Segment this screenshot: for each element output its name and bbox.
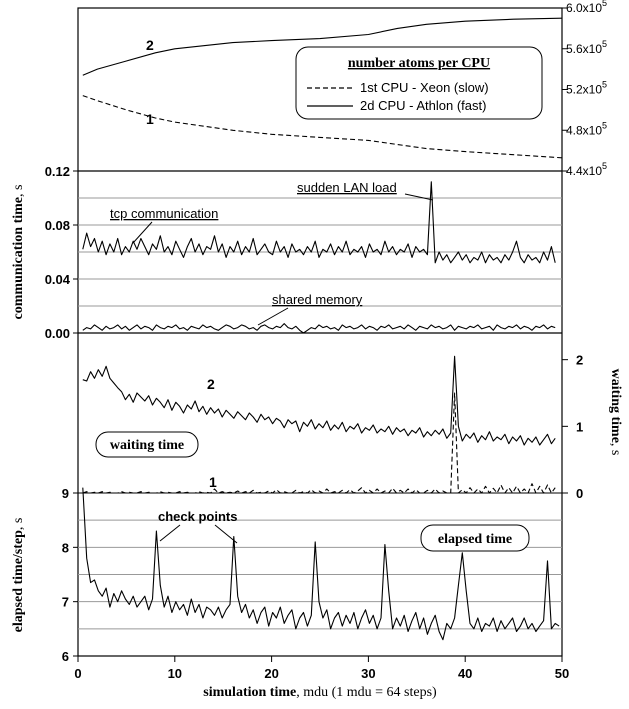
check-points-leader-2 [214,524,238,544]
annotation-tcp-leader [132,221,153,244]
atoms-ytick-label: 4.8x105 [566,120,607,137]
elapsed-ylabel-main: elapsed time/step [11,530,26,632]
gridlines [78,197,562,630]
xtick-label: 40 [458,666,472,681]
annotation-check-points: check points [158,509,237,524]
waiting-ytick-label: 2 [576,353,583,368]
waiting-series-label-2: 2 [207,376,215,392]
xtick-label: 20 [264,666,278,681]
atoms-ytick-base: 4.8x10 [566,123,602,137]
ticks-layer: 4.4x1054.8x1055.2x1055.6x1056.0x1050.000… [45,0,607,681]
waiting-series-label-1: 1 [209,474,217,490]
atoms-ytick-label: 5.2x105 [566,80,607,97]
waiting-ytick-label: 1 [576,419,583,434]
communication-ylabel: communication time, s [11,185,26,320]
waiting-time-box [95,431,199,458]
x-axis-label-rest: , mdu (1 mdu = 64 steps) [296,685,437,700]
annotation-lan-leader [404,193,434,201]
atoms-ytick-base: 5.2x10 [566,83,602,97]
plot-frame [77,7,563,657]
annotation-shared-memory: shared memory [272,292,363,307]
comm-ytick-label: 0.04 [45,272,71,287]
atoms-ytick-exponent: 5 [602,161,607,171]
waiting-ylabel-main: waiting time [608,369,623,443]
series-line-waiting-1 [82,392,556,494]
elapsed-time-box [420,524,530,552]
atoms-ytick-base: 4.4x10 [566,164,602,178]
waiting-time-box-label: waiting time [110,438,184,453]
atoms-legend-box [295,46,543,120]
xtick-label: 0 [74,666,81,681]
annotation-tcp: tcp communication [110,206,218,221]
waiting-ylabel: waiting time, s [608,369,623,456]
xtick-label: 30 [361,666,375,681]
elapsed-ytick-label: 6 [62,649,69,664]
elapsed-time-box-label: elapsed time [438,532,512,547]
annotation-lan-load: sudden LAN load [297,180,397,195]
comm-ytick-label: 0.08 [45,218,70,233]
atoms-ytick-base: 5.6x10 [566,42,602,56]
communication-ylabel-main: communication time [11,197,26,319]
waiting-ylabel-unit: , s [608,443,623,455]
atoms-ytick-exponent: 5 [602,120,607,130]
elapsed-ytick-label: 7 [62,595,69,610]
legend-label-xeon: 1st CPU - Xeon (slow) [360,80,489,95]
series-line-xeon [82,95,563,159]
elapsed-ylabel: elapsed time/step, s [11,518,26,633]
elapsed-ytick-label: 8 [62,540,69,555]
comm-ytick-label: 0.12 [45,164,70,179]
atoms-series-label-2: 2 [146,37,154,53]
series-line-athlon [82,17,563,76]
annotation-shm-leader [257,307,289,326]
series-line-elapsed [82,487,560,641]
series-line-waiting-2 [82,355,556,446]
comm-ytick-label: 0.00 [45,326,70,341]
xtick-label: 50 [555,666,569,681]
legend-label-athlon: 2d CPU - Athlon (fast) [360,98,486,113]
atoms-ytick-base: 6.0x10 [566,1,602,15]
atoms-series-label-1: 1 [146,111,154,127]
atoms-ytick-exponent: 5 [602,80,607,90]
series-line-shared-memory [82,323,556,334]
waiting-ytick-label: 0 [576,486,583,501]
x-axis-label-main: simulation time [203,685,296,700]
atoms-ytick-label: 5.6x105 [566,39,607,56]
communication-ylabel-unit: , s [11,185,26,197]
atoms-ytick-label: 4.4x105 [566,161,607,178]
atoms-legend-title: number atoms per CPU [348,56,490,71]
elapsed-ytick-label: 9 [62,486,69,501]
check-points-leader-1 [159,524,181,542]
atoms-ytick-exponent: 5 [602,0,607,8]
series-layer [82,17,563,641]
x-axis-label: simulation time, mdu (1 mdu = 64 steps) [203,685,437,700]
atoms-ytick-exponent: 5 [602,39,607,49]
xtick-label: 10 [168,666,182,681]
elapsed-ylabel-unit: , s [11,518,26,530]
atoms-ytick-label: 6.0x105 [566,0,607,15]
series-line-tcp [82,181,556,264]
